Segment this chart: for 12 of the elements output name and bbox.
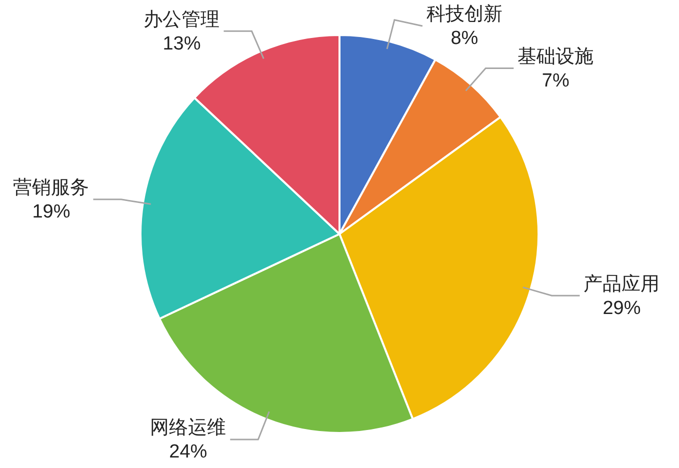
slice-label: 基础设施 [518, 46, 594, 68]
slice-label: 网络运维 [150, 416, 226, 439]
data-label: 29% [602, 298, 641, 319]
data-label: 13% [162, 33, 201, 54]
data-label: 7% [542, 70, 570, 92]
slice-label: 办公管理 [144, 9, 220, 30]
data-label: 24% [169, 442, 208, 463]
slice-label: 营销服务 [13, 178, 90, 199]
slice-label: 科技创新 [426, 3, 502, 26]
data-label: 19% [32, 202, 70, 223]
data-label: 8% [450, 28, 478, 50]
slice-label: 产品应用 [584, 272, 660, 295]
